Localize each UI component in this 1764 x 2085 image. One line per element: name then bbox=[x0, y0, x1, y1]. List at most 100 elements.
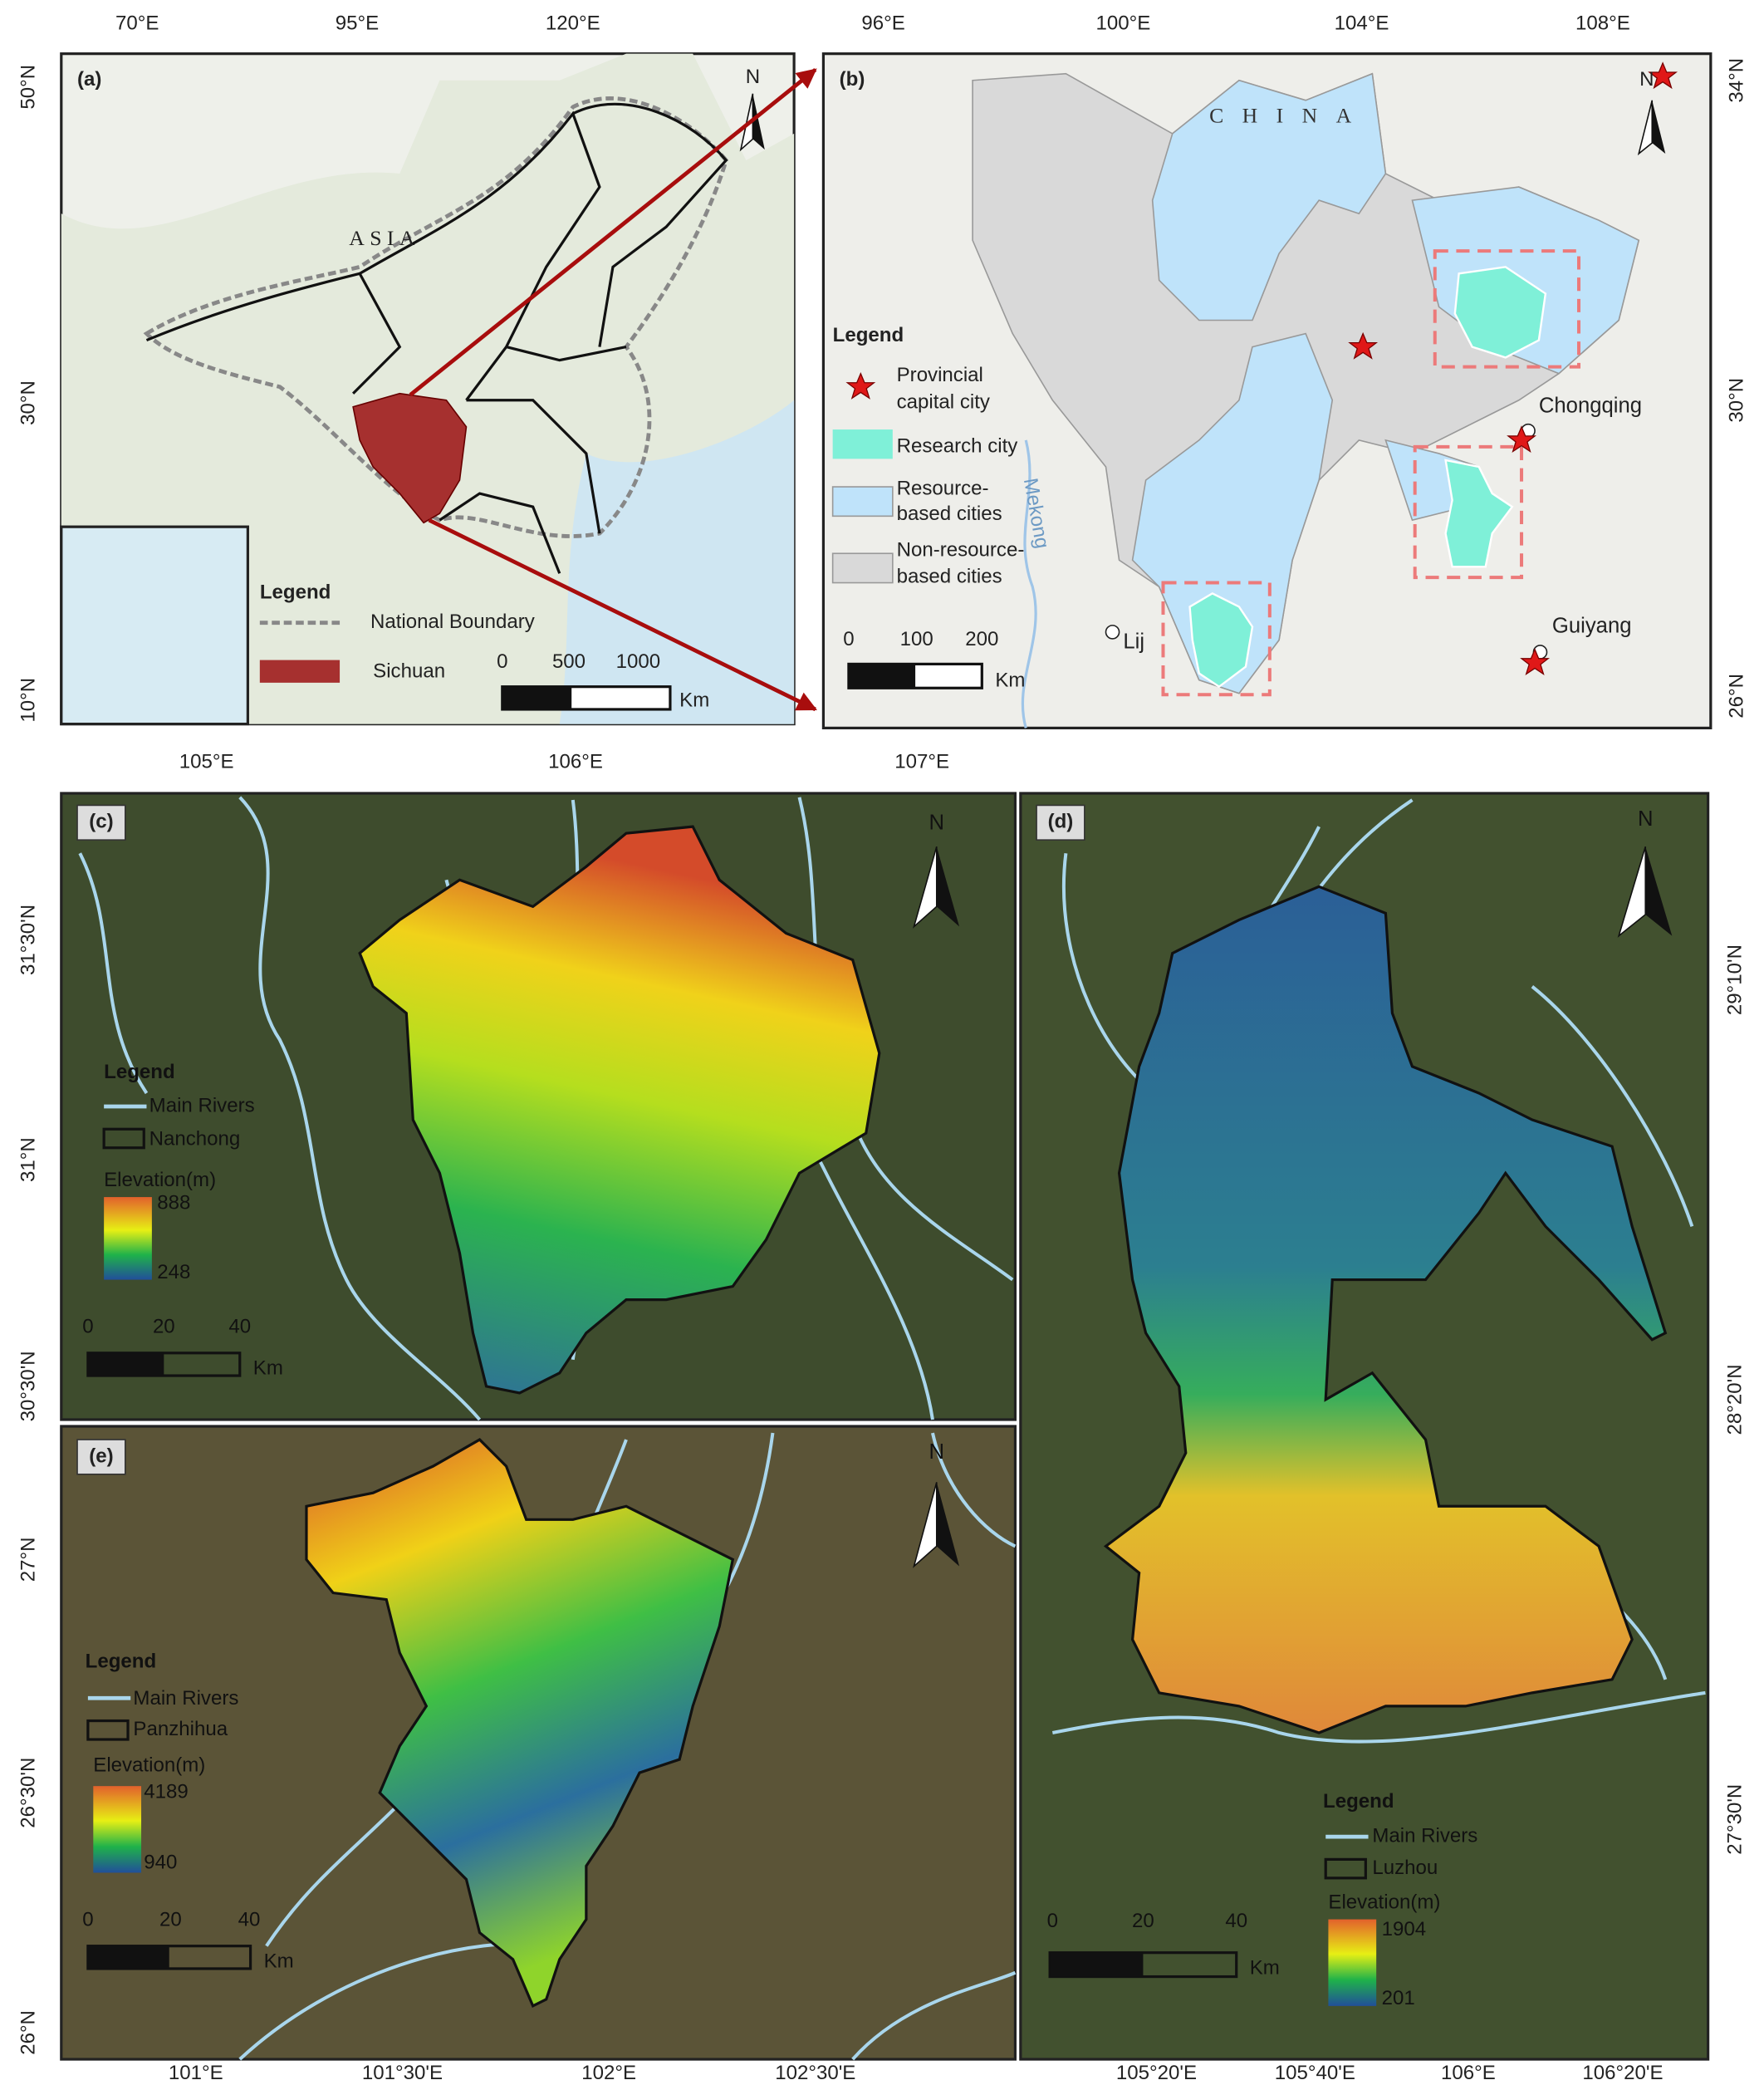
scale-label: 0 bbox=[497, 650, 507, 673]
x-tick-label: 70°E bbox=[115, 12, 159, 35]
north-arrow bbox=[752, 93, 765, 150]
legend-item: Non-resource- bbox=[897, 538, 1025, 561]
x-tick-label: 105°40'E bbox=[1275, 2062, 1355, 2084]
scale-bar bbox=[87, 1945, 169, 1969]
legend-item: Elevation(m) bbox=[104, 1169, 216, 1191]
legend-symbol bbox=[1324, 1857, 1367, 1880]
legend-item: Main Rivers bbox=[1372, 1824, 1477, 1847]
luzhou-elevation bbox=[1103, 885, 1668, 1734]
elevation-ramp bbox=[1328, 1919, 1377, 2006]
x-tick-label: 107°E bbox=[894, 750, 949, 773]
north-label: N bbox=[746, 66, 760, 88]
y-tick-label: 26°N bbox=[17, 2010, 40, 2055]
legend-title: Legend bbox=[86, 1650, 157, 1672]
scale-label: 20 bbox=[1132, 1910, 1154, 1932]
y-tick-label: 29°10'N bbox=[1724, 944, 1747, 1015]
panel-label-box bbox=[76, 1439, 126, 1475]
scale-unit: Km bbox=[995, 670, 1025, 692]
river bbox=[1021, 439, 1037, 729]
panel-e: (e) N Legend Main Rivers Panzhihua Eleva… bbox=[17, 1425, 1017, 2084]
scale-label: 20 bbox=[153, 1316, 175, 1338]
legend-item: Luzhou bbox=[1372, 1857, 1438, 1879]
scale-unit: Km bbox=[679, 689, 709, 712]
scale-label: 40 bbox=[228, 1316, 251, 1338]
legend-symbol bbox=[831, 552, 894, 584]
x-tick-label: 106°E bbox=[548, 750, 603, 773]
resource-cities bbox=[1151, 72, 1387, 321]
north-label: N bbox=[929, 1440, 945, 1464]
capital-stars bbox=[845, 61, 1678, 675]
x-tick-label: 120°E bbox=[546, 12, 600, 35]
y-tick-label: 30°30'N bbox=[17, 1351, 40, 1421]
elevation-max: 1904 bbox=[1382, 1918, 1427, 1940]
legend-title: Legend bbox=[260, 581, 331, 604]
scale-label: 0 bbox=[843, 628, 854, 650]
nanchong-elevation bbox=[358, 825, 881, 1395]
legend-symbol bbox=[86, 1719, 130, 1741]
legend-item: based cities bbox=[897, 503, 1002, 525]
scale-label: 1000 bbox=[616, 650, 661, 673]
scale-label: 40 bbox=[238, 1909, 261, 1931]
place-label: Guiyang bbox=[1552, 614, 1632, 637]
elevation-max: 888 bbox=[157, 1191, 190, 1214]
legend-symbol bbox=[259, 660, 341, 683]
scale-label: 200 bbox=[965, 628, 998, 650]
elevation-min: 248 bbox=[157, 1261, 190, 1283]
legend-symbol bbox=[832, 429, 893, 459]
scale-unit: Km bbox=[1250, 1956, 1280, 1979]
research-city bbox=[1188, 592, 1254, 689]
y-tick-label: 30°N bbox=[1725, 378, 1747, 423]
panel-b: Mekong CHINA Chongqing Guiyang Lij (b) N… bbox=[821, 12, 1747, 730]
zoom-arrow bbox=[409, 68, 817, 397]
y-tick-label: 28°20'N bbox=[1724, 1364, 1747, 1435]
legend-title: Legend bbox=[1323, 1790, 1394, 1813]
scale-bar bbox=[87, 1352, 164, 1376]
legend-item: National Boundary bbox=[370, 611, 535, 633]
elevation-min: 940 bbox=[144, 1852, 177, 1874]
scale-unit: Km bbox=[253, 1356, 283, 1379]
scale-label: 0 bbox=[82, 1909, 93, 1931]
legend-item: Elevation(m) bbox=[93, 1754, 205, 1776]
panzhihua-elevation bbox=[305, 1438, 735, 2009]
scale-bar bbox=[1050, 1952, 1144, 1977]
y-tick-label: 27°30'N bbox=[1724, 1784, 1747, 1855]
panel-label: (d) bbox=[1048, 811, 1074, 833]
scale-label: 40 bbox=[1225, 1910, 1247, 1932]
scale-bar bbox=[848, 664, 916, 689]
x-tick-label: 101°E bbox=[169, 2062, 223, 2084]
y-tick-label: 10°N bbox=[17, 678, 40, 723]
y-tick-label: 30°N bbox=[17, 380, 40, 425]
scale-label: 500 bbox=[552, 650, 586, 673]
sichuan bbox=[352, 392, 468, 524]
scale-unit: Km bbox=[264, 1950, 294, 1972]
north-label: N bbox=[1639, 68, 1654, 91]
x-tick-label: 95°E bbox=[336, 12, 379, 35]
x-tick-label: 100°E bbox=[1095, 12, 1150, 35]
y-tick-label: 26°30'N bbox=[17, 1758, 40, 1828]
x-tick-label: 108°E bbox=[1575, 12, 1630, 35]
north-label: N bbox=[1638, 807, 1654, 831]
elevation-ramp bbox=[93, 1786, 142, 1873]
national-boundary bbox=[143, 96, 728, 538]
elevation-ramp bbox=[104, 1197, 152, 1280]
y-tick-label: 31°30'N bbox=[17, 905, 40, 975]
research-city bbox=[1453, 266, 1547, 359]
legend-symbol bbox=[831, 486, 894, 518]
research-city bbox=[1444, 459, 1514, 568]
city-point bbox=[1105, 625, 1120, 640]
x-tick-label: 106°20'E bbox=[1582, 2062, 1663, 2084]
scale-label: 0 bbox=[82, 1316, 93, 1338]
legend-item: based cities bbox=[897, 565, 1002, 587]
north-arrow bbox=[1652, 100, 1666, 154]
legend-item: Main Rivers bbox=[149, 1094, 255, 1116]
x-tick-label: 101°30'E bbox=[362, 2062, 443, 2084]
scale-label: 0 bbox=[1047, 1910, 1058, 1932]
panel-label: (c) bbox=[89, 811, 113, 833]
y-tick-label: 50°N bbox=[17, 65, 40, 110]
legend-item: capital city bbox=[897, 390, 990, 413]
panel-label: (b) bbox=[840, 68, 865, 91]
north-label: N bbox=[929, 812, 945, 835]
x-tick-label: 104°E bbox=[1335, 12, 1389, 35]
